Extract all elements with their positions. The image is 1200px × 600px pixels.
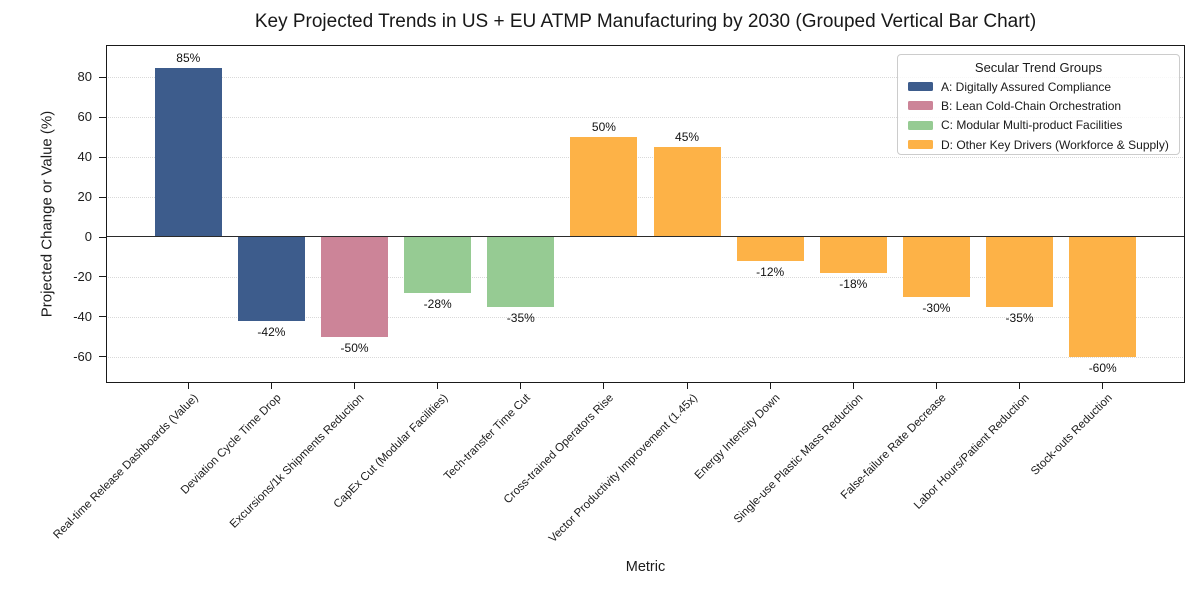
legend-item: A: Digitally Assured Compliance (898, 77, 1179, 96)
bar-value-label: -50% (340, 340, 369, 355)
legend-rows: A: Digitally Assured Compliance B: Lean C… (898, 77, 1179, 154)
y-tick (99, 196, 106, 198)
x-tick (769, 383, 771, 389)
legend-swatch (908, 82, 933, 92)
legend-item-label: A: Digitally Assured Compliance (941, 79, 1112, 94)
gridline (106, 316, 1185, 318)
legend-title: Secular Trend Groups (974, 60, 1103, 75)
zero-line (106, 236, 1185, 238)
gridline (106, 117, 1185, 119)
bar (404, 237, 472, 293)
bar-value-label: -12% (756, 264, 785, 279)
y-tick (99, 316, 106, 318)
x-tick (603, 383, 605, 389)
bar (570, 137, 638, 237)
bar (653, 147, 721, 237)
bar (487, 237, 555, 307)
bar (736, 237, 804, 261)
legend-swatch (908, 101, 933, 111)
bar (154, 67, 222, 237)
gridline (106, 197, 1185, 199)
x-tick (852, 383, 854, 389)
bar-value-label: -35% (506, 310, 535, 325)
bar-value-label: -18% (839, 276, 868, 291)
x-tick (686, 383, 688, 389)
legend-item: C: Modular Multi-product Facilities (898, 116, 1179, 135)
y-tick-label: 20 (77, 189, 92, 205)
bar-value-label: -28% (423, 296, 452, 311)
chart-title: Key Projected Trends in US + EU ATMP Man… (254, 11, 1037, 32)
y-tick-label: 40 (77, 149, 92, 165)
x-tick (520, 383, 522, 389)
bar (321, 237, 389, 337)
bar (902, 237, 970, 297)
y-tick (99, 76, 106, 78)
y-tick-label: -60 (73, 348, 92, 364)
x-tick (437, 383, 439, 389)
x-tick (1102, 383, 1104, 389)
y-tick-label: -40 (73, 308, 92, 324)
gridline (106, 276, 1185, 278)
x-tick (1019, 383, 1021, 389)
x-tick-label: Energy Intensity Down (692, 392, 783, 482)
x-tick (354, 383, 356, 389)
bar-value-label: 85% (176, 50, 201, 65)
gridline (106, 356, 1185, 358)
legend-swatch (908, 120, 933, 130)
bar-value-label: -35% (1005, 310, 1034, 325)
bar-value-label: -30% (922, 300, 951, 315)
bar (819, 237, 887, 273)
y-tick-label: 80 (77, 69, 92, 85)
gridline (106, 77, 1185, 79)
gridline (106, 157, 1185, 159)
x-tick-label: Stock-outs Reduction (1029, 392, 1116, 478)
bar-value-label: -60% (1088, 360, 1117, 375)
legend-item: D: Other Key Drivers (Workforce & Supply… (898, 135, 1179, 154)
x-tick-label: Excursions/1k Shipments Reduction (228, 392, 368, 531)
y-tick (99, 236, 106, 238)
bar (1069, 237, 1137, 357)
x-tick-label: Tech-transfer Time Cut (442, 392, 534, 483)
bar-value-label: 45% (675, 130, 700, 145)
y-tick (99, 116, 106, 118)
x-tick (270, 383, 272, 389)
legend-item-label: D: Other Key Drivers (Workforce & Supply… (941, 137, 1169, 152)
bar-value-label: 50% (591, 120, 616, 135)
x-tick (935, 383, 937, 389)
legend-swatch (908, 140, 933, 150)
legend: Secular Trend Groups A: Digitally Assure… (897, 54, 1180, 155)
x-axis-label: Metric (625, 559, 666, 575)
y-tick-label: 0 (84, 229, 92, 244)
y-tick-label: 60 (77, 109, 92, 125)
x-tick-label: Vector Productivity Improvement (1.45x) (546, 392, 700, 546)
y-tick (99, 356, 106, 358)
bar (237, 237, 305, 321)
x-tick (187, 383, 189, 389)
bar (986, 237, 1054, 307)
legend-item-label: B: Lean Cold-Chain Orchestration (941, 98, 1122, 113)
y-tick (99, 156, 106, 158)
legend-item: B: Lean Cold-Chain Orchestration (898, 96, 1179, 115)
legend-item-label: C: Modular Multi-product Facilities (941, 118, 1123, 133)
y-tick-label: -20 (73, 268, 92, 284)
bar-value-label: -42% (257, 324, 286, 339)
y-tick (99, 276, 106, 278)
x-tick-label: Real-time Release Dashboards (Value) (51, 392, 201, 542)
y-axis-label: Projected Change or Value (%) (38, 110, 56, 318)
